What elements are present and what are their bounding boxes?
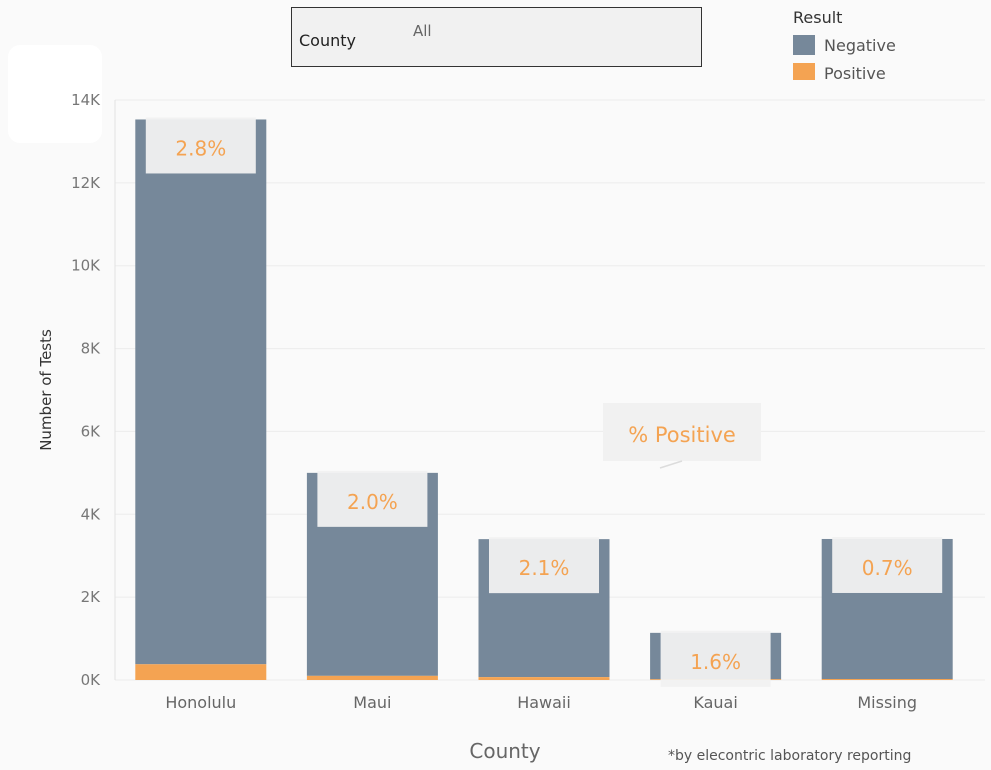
y-tick-label: 6K [81, 422, 102, 440]
y-tick-label: 12K [71, 174, 101, 192]
legend: Result Negative Positive [793, 8, 953, 80]
y-tick-label: 4K [81, 505, 102, 523]
percent-positive-label-maui: 2.0% [347, 490, 398, 514]
legend-swatch-negative [793, 35, 815, 55]
legend-swatch-positive [793, 63, 815, 80]
y-tick-label: 10K [71, 257, 101, 275]
x-tick-label: Honolulu [165, 693, 236, 712]
county-filter[interactable]: County All [291, 7, 702, 67]
county-filter-value[interactable]: All [413, 22, 432, 40]
bar-positive-hawaii [478, 677, 610, 680]
percent-positive-label-kauai: 1.6% [690, 650, 741, 674]
legend-label-negative: Negative [824, 35, 896, 55]
bar-positive-maui [306, 675, 438, 680]
percent-label-box [832, 536, 943, 593]
legend-item-negative[interactable]: Negative [793, 31, 953, 59]
percent-label-box [145, 117, 256, 174]
y-tick-label: 2K [81, 588, 102, 606]
percent-positive-label-hawaii: 2.1% [519, 556, 570, 580]
annotation-pointer [659, 460, 683, 469]
x-tick-label: Missing [857, 693, 917, 712]
percent-label-box [317, 470, 428, 527]
y-tick-label: 8K [81, 340, 102, 358]
x-tick-label: Hawaii [517, 693, 571, 712]
percent-label-box [489, 537, 599, 594]
annotation-box [603, 403, 761, 461]
y-tick-label: 0K [81, 671, 102, 689]
bar-positive-honolulu [135, 664, 267, 680]
legend-item-positive[interactable]: Positive [793, 59, 953, 80]
legend-label-positive: Positive [824, 63, 886, 81]
percent-positive-label-honolulu: 2.8% [175, 136, 226, 160]
percent-positive-annotation: % Positive [628, 423, 736, 447]
county-filter-label: County [299, 31, 356, 50]
legend-title: Result [793, 8, 843, 27]
blank-panel [8, 45, 102, 143]
x-tick-label: Kauai [693, 693, 737, 712]
bar-positive-missing [821, 679, 953, 680]
percent-positive-label-missing: 0.7% [862, 556, 913, 580]
y-axis-title: Number of Tests [37, 329, 55, 451]
x-tick-label: Maui [353, 693, 391, 712]
footnote: *by elecontric laboratory reporting [668, 748, 912, 764]
percent-label-box [660, 630, 771, 687]
bar-negative-honolulu [135, 119, 267, 665]
x-axis-title: County [469, 739, 540, 763]
y-tick-label: 14K [71, 91, 101, 109]
